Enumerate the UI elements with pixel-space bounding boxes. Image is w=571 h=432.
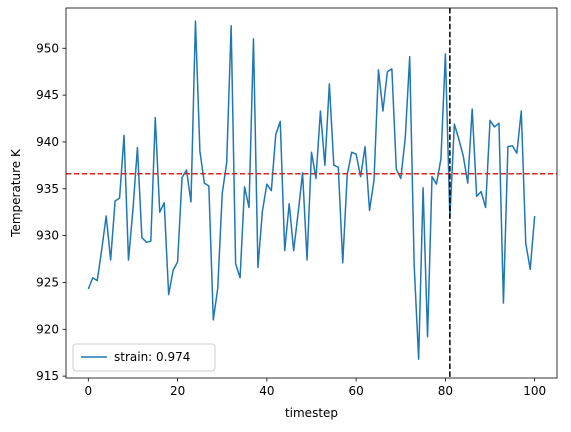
y-tick-label: 925 [36, 275, 59, 289]
x-axis-ticks: 0 20 40 60 80 100 [84, 378, 546, 398]
legend-label: strain: 0.974 [114, 350, 190, 364]
x-axis-label: timestep [285, 406, 338, 420]
x-tick-label: 40 [259, 384, 274, 398]
y-axis-ticks: 915 920 925 930 935 940 945 950 [36, 41, 66, 383]
y-tick-label: 945 [36, 88, 59, 102]
x-tick-label: 0 [84, 384, 92, 398]
y-tick-label: 920 [36, 322, 59, 336]
x-tick-label: 80 [438, 384, 453, 398]
x-tick-label: 20 [170, 384, 185, 398]
legend-box [72, 343, 216, 372]
axes-frame [65, 7, 558, 379]
legend: strain: 0.974 [72, 343, 216, 372]
y-tick-label: 930 [36, 229, 59, 243]
y-tick-label: 935 [36, 182, 59, 196]
plot-layer [65, 7, 558, 379]
y-tick-label: 950 [36, 41, 59, 55]
y-tick-label: 940 [36, 135, 59, 149]
x-tick-label: 100 [523, 384, 546, 398]
series-line-0 [87, 20, 536, 361]
x-tick-label: 60 [348, 384, 363, 398]
y-axis-label: Temperature K [9, 148, 23, 238]
y-tick-label: 915 [36, 369, 59, 383]
